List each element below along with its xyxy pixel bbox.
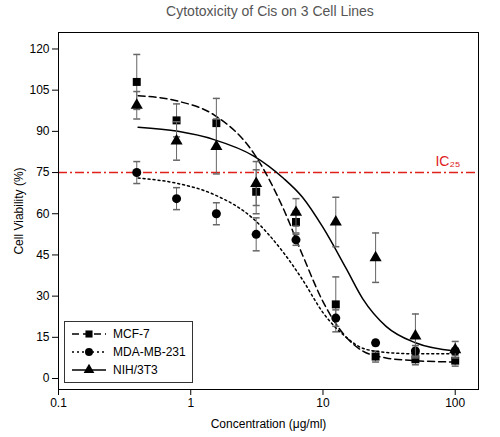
svg-text:15: 15 — [36, 330, 50, 344]
svg-text:0.1: 0.1 — [50, 396, 67, 410]
svg-text:120: 120 — [29, 42, 49, 56]
svg-text:60: 60 — [36, 207, 50, 221]
svg-text:75: 75 — [36, 165, 50, 179]
svg-text:0: 0 — [43, 371, 50, 385]
svg-text:105: 105 — [29, 83, 49, 97]
svg-text:Concentration (μg/ml): Concentration (μg/ml) — [211, 417, 327, 431]
html-text:Cytotoxicity of Cis on 3 Cell: Cytotoxicity of Cis on 3 Cell Lines — [166, 3, 374, 19]
svg-text:30: 30 — [36, 289, 50, 303]
svg-text:1: 1 — [187, 396, 194, 410]
svg-text:Cell Viability (%): Cell Viability (%) — [12, 167, 26, 254]
html-text:NIH/3T3: NIH/3T3 — [113, 363, 158, 377]
svg-text:10: 10 — [316, 396, 330, 410]
svg-text:90: 90 — [36, 124, 50, 138]
svg-text:45: 45 — [36, 248, 50, 262]
svg-text:IC₂₅: IC₂₅ — [435, 153, 460, 169]
html-text:MDA-MB-231: MDA-MB-231 — [113, 345, 186, 359]
html-text:MCF-7: MCF-7 — [113, 327, 150, 341]
svg-text:100: 100 — [445, 396, 465, 410]
